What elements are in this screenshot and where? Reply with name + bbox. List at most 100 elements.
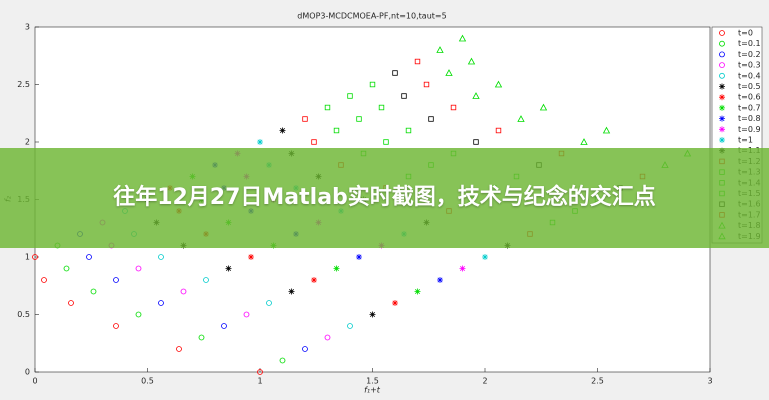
point	[401, 93, 407, 99]
point	[257, 369, 263, 375]
legend-marker	[719, 94, 725, 101]
legend-marker	[719, 40, 725, 47]
point	[158, 254, 164, 260]
point	[482, 254, 488, 260]
point	[467, 57, 476, 65]
legend-marker	[719, 51, 725, 58]
legend-marker	[719, 115, 725, 122]
point	[428, 116, 434, 122]
legend-marker	[719, 104, 725, 111]
point	[333, 127, 340, 134]
point	[32, 254, 38, 260]
point	[333, 265, 340, 272]
legend-marker	[719, 126, 725, 133]
point	[68, 300, 74, 306]
y-tick-label: 0	[25, 368, 30, 377]
x-tick-label: 1	[257, 377, 262, 386]
point	[180, 288, 187, 295]
point	[436, 46, 444, 53]
point	[311, 139, 317, 145]
point	[459, 265, 466, 272]
x-tick-label: 2.5	[591, 377, 604, 386]
point	[135, 265, 142, 272]
point	[302, 346, 308, 352]
x-axis-label: f₁+t	[364, 386, 381, 395]
point	[517, 115, 525, 122]
point	[539, 103, 548, 111]
point	[243, 311, 250, 318]
point	[356, 116, 362, 122]
point	[472, 92, 480, 99]
point	[495, 127, 502, 134]
legend-label: t=0.7	[738, 103, 761, 112]
legend-label: t=0.3	[738, 61, 761, 70]
point	[580, 138, 588, 145]
legend-label: t=0.1	[738, 39, 761, 48]
point	[266, 300, 272, 306]
point	[203, 277, 209, 283]
point	[225, 265, 232, 272]
banner: 往年12月27日Matlab实时截图，技术与纪念的交汇点	[0, 148, 769, 248]
y-tick-label: 1	[25, 253, 30, 262]
point	[450, 104, 457, 111]
point	[383, 139, 389, 145]
point	[176, 346, 182, 352]
point	[248, 254, 254, 260]
x-tick-label: 3	[707, 377, 712, 386]
y-tick-label: 2.5	[17, 80, 30, 89]
banner-text: 往年12月27日Matlab实时截图，技术与纪念的交汇点	[113, 185, 656, 210]
point	[90, 288, 97, 295]
series	[436, 46, 669, 168]
y-tick-label: 3	[25, 23, 30, 32]
point	[257, 139, 263, 145]
legend-marker	[719, 30, 725, 36]
point	[198, 334, 205, 341]
point	[63, 265, 70, 272]
point	[473, 139, 479, 145]
point	[494, 80, 503, 88]
y-tick-label: 0.5	[17, 310, 30, 319]
point	[324, 104, 331, 111]
x-tick-label: 1.5	[366, 377, 379, 386]
point	[302, 116, 308, 122]
legend-marker	[719, 83, 725, 90]
legend-label: t=0	[738, 29, 753, 38]
point	[41, 277, 47, 283]
point	[158, 300, 164, 306]
legend-label: t=0.6	[738, 93, 761, 102]
point	[279, 357, 286, 364]
point	[311, 277, 317, 283]
point	[347, 93, 353, 99]
legend-label: t=0.5	[738, 82, 761, 91]
point	[135, 311, 142, 318]
point	[279, 127, 286, 134]
point	[369, 311, 376, 318]
chart-title: dMOP3-MCDCMOEA-PF,nt=10,taut=5	[297, 12, 446, 21]
point	[423, 81, 430, 88]
point	[113, 323, 119, 329]
point	[324, 334, 331, 341]
legend-label: t=0.2	[738, 50, 761, 59]
point	[458, 34, 467, 42]
point	[378, 104, 385, 111]
point	[356, 254, 362, 260]
point	[437, 277, 443, 283]
legend-label: t=0.9	[738, 125, 761, 134]
point	[392, 70, 398, 76]
x-tick-label: 0	[32, 377, 37, 386]
legend-marker	[719, 137, 725, 143]
point	[288, 288, 295, 295]
point	[392, 300, 398, 306]
legend-label: t=0.8	[738, 114, 761, 123]
point	[414, 58, 421, 65]
y-tick-label: 2	[25, 138, 30, 147]
point	[221, 323, 227, 329]
grid-layer	[34, 26, 711, 373]
point	[414, 288, 421, 295]
x-tick-label: 2	[482, 377, 487, 386]
point	[369, 81, 376, 88]
point	[113, 277, 119, 283]
point	[405, 127, 412, 134]
x-tick-label: 0.5	[141, 377, 154, 386]
